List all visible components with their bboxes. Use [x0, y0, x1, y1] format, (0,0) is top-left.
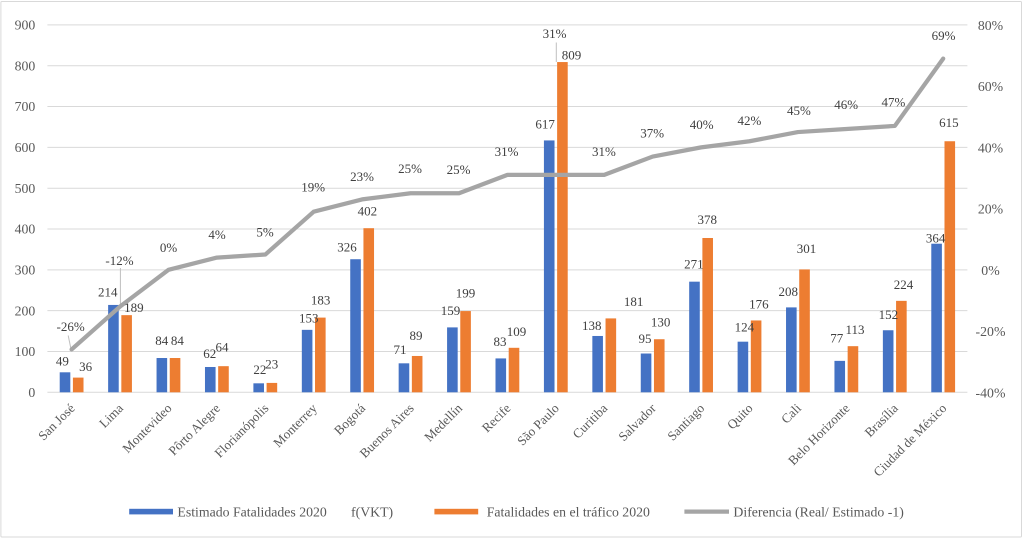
svg-text:615: 615 [939, 115, 959, 130]
svg-text:326: 326 [337, 239, 357, 254]
svg-text:49: 49 [56, 354, 69, 369]
svg-text:25%: 25% [447, 162, 471, 177]
svg-text:37%: 37% [640, 126, 664, 141]
svg-text:-40%: -40% [976, 385, 1006, 400]
svg-text:77: 77 [830, 331, 844, 346]
svg-text:83: 83 [494, 334, 507, 349]
svg-text:-26%: -26% [57, 319, 85, 334]
svg-text:95: 95 [639, 331, 652, 346]
svg-text:45%: 45% [787, 103, 811, 118]
svg-text:100: 100 [15, 344, 36, 359]
svg-text:113: 113 [845, 322, 864, 337]
svg-text:364: 364 [926, 231, 946, 246]
svg-text:80%: 80% [978, 18, 1004, 33]
svg-text:138: 138 [582, 318, 602, 333]
svg-text:300: 300 [15, 262, 36, 277]
svg-text:4%: 4% [208, 227, 226, 242]
svg-text:152: 152 [879, 307, 899, 322]
svg-text:f(VKT): f(VKT) [351, 504, 393, 520]
svg-text:208: 208 [778, 284, 798, 299]
svg-text:69%: 69% [932, 28, 956, 43]
svg-text:62: 62 [203, 346, 216, 361]
svg-text:617: 617 [535, 117, 555, 132]
svg-text:200: 200 [15, 303, 36, 318]
svg-text:31%: 31% [592, 144, 616, 159]
svg-text:271: 271 [684, 257, 704, 272]
svg-text:25%: 25% [398, 161, 422, 176]
svg-text:31%: 31% [543, 26, 567, 41]
svg-text:124: 124 [735, 319, 755, 334]
svg-text:183: 183 [311, 292, 331, 307]
svg-text:378: 378 [697, 212, 717, 227]
svg-text:60%: 60% [978, 79, 1004, 94]
svg-text:64: 64 [216, 340, 230, 355]
svg-text:500: 500 [15, 181, 36, 196]
svg-text:36: 36 [79, 359, 93, 374]
svg-text:214: 214 [98, 285, 118, 300]
svg-text:31%: 31% [495, 144, 519, 159]
svg-text:84: 84 [155, 333, 169, 348]
svg-text:47%: 47% [881, 94, 905, 109]
svg-text:5%: 5% [256, 224, 274, 239]
svg-text:224: 224 [894, 277, 914, 292]
svg-text:0%: 0% [981, 263, 1000, 278]
svg-text:800: 800 [15, 58, 36, 73]
svg-text:181: 181 [624, 294, 644, 309]
svg-text:0: 0 [28, 385, 35, 400]
svg-text:159: 159 [441, 303, 461, 318]
svg-text:109: 109 [507, 324, 527, 339]
svg-text:600: 600 [15, 140, 36, 155]
svg-text:89: 89 [410, 328, 423, 343]
svg-text:176: 176 [749, 297, 769, 312]
svg-text:900: 900 [15, 18, 36, 33]
svg-text:402: 402 [358, 204, 378, 219]
svg-text:19%: 19% [301, 180, 325, 195]
svg-text:301: 301 [797, 241, 817, 256]
svg-text:400: 400 [15, 222, 36, 237]
svg-text:-12%: -12% [105, 253, 133, 268]
svg-text:130: 130 [651, 314, 671, 329]
svg-text:0%: 0% [160, 240, 178, 255]
svg-text:809: 809 [562, 47, 582, 62]
svg-text:189: 189 [124, 300, 144, 315]
svg-text:20%: 20% [978, 202, 1004, 217]
svg-text:700: 700 [15, 99, 36, 114]
svg-text:199: 199 [456, 286, 476, 301]
svg-text:Fatalidades en el tráfico 2020: Fatalidades en el tráfico 2020 [487, 504, 650, 519]
svg-text:42%: 42% [737, 113, 761, 128]
svg-text:84: 84 [171, 333, 185, 348]
svg-text:46%: 46% [834, 97, 858, 112]
svg-text:71: 71 [394, 342, 407, 357]
svg-text:40%: 40% [690, 117, 714, 132]
svg-text:-20%: -20% [976, 324, 1006, 339]
svg-text:23%: 23% [350, 169, 374, 184]
svg-text:Estimado Fatalidades 2020: Estimado Fatalidades 2020 [177, 504, 327, 519]
svg-text:Diferencia (Real/ Estimado -1): Diferencia (Real/ Estimado -1) [733, 504, 903, 520]
svg-text:40%: 40% [978, 140, 1004, 155]
svg-text:153: 153 [299, 310, 319, 325]
svg-text:22: 22 [253, 362, 266, 377]
svg-text:23: 23 [265, 356, 278, 371]
